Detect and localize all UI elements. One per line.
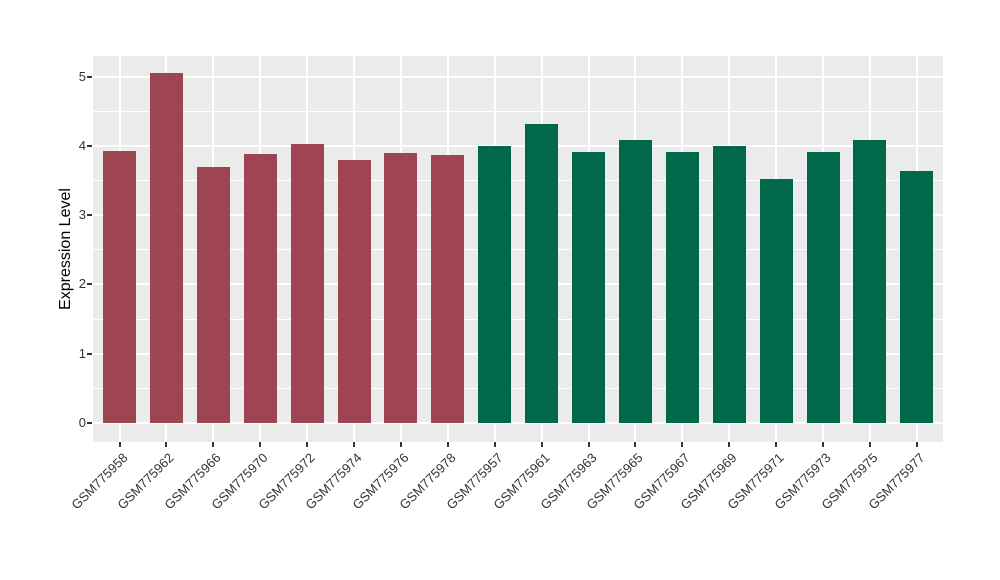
- x-tick-mark: [587, 442, 590, 447]
- x-tick-label: GSM775970: [208, 450, 271, 513]
- x-tick-mark: [259, 442, 262, 447]
- x-tick-mark: [728, 442, 731, 447]
- bar-GSM775972: [290, 143, 324, 423]
- bar-GSM775969: [712, 145, 746, 423]
- bar-GSM775961: [525, 124, 559, 423]
- x-tick-label: GSM775967: [630, 450, 693, 513]
- bar-GSM775966: [196, 166, 230, 423]
- y-tick-label: 3: [78, 207, 86, 223]
- y-tick-mark: [87, 352, 92, 355]
- bar-GSM775958: [103, 151, 136, 423]
- bar-GSM775975: [853, 140, 887, 423]
- x-tick-label: GSM775957: [443, 450, 506, 513]
- y-tick-mark: [87, 283, 92, 286]
- x-tick-mark: [212, 442, 215, 447]
- gridline-minor-h: [93, 110, 943, 112]
- gridline-minor-h: [93, 318, 943, 320]
- y-tick-mark: [87, 422, 92, 424]
- y-tick-label: 4: [78, 137, 86, 153]
- bar-GSM775963: [572, 152, 605, 423]
- x-tick-mark: [493, 442, 496, 447]
- bar-GSM775978: [431, 154, 465, 423]
- x-tick-mark: [540, 442, 543, 447]
- gridline-major-h: [93, 352, 943, 355]
- bar-GSM775973: [806, 152, 840, 423]
- x-tick-mark: [681, 442, 684, 447]
- gridline-major-h: [93, 214, 943, 217]
- x-tick-mark: [915, 442, 918, 447]
- x-tick-label: GSM775965: [583, 450, 646, 513]
- y-tick-mark: [87, 75, 92, 78]
- y-tick-mark: [87, 144, 92, 147]
- y-tick-label: 2: [78, 276, 86, 292]
- x-tick-mark: [399, 442, 402, 447]
- x-tick-mark: [165, 442, 168, 447]
- gridline-major-h: [93, 144, 943, 147]
- x-tick-label: GSM775973: [771, 450, 834, 513]
- y-tick-label: 0: [78, 415, 86, 430]
- gridline-major-h: [93, 283, 943, 286]
- x-tick-mark: [868, 442, 871, 447]
- gridline-minor-h: [93, 249, 943, 251]
- x-tick-mark: [822, 442, 824, 447]
- x-tick-mark: [118, 442, 121, 447]
- bar-GSM775976: [384, 152, 418, 423]
- x-tick-label: GSM775977: [865, 450, 928, 513]
- x-tick-label: GSM775961: [489, 450, 553, 513]
- bar-GSM775962: [149, 73, 183, 423]
- x-tick-label: GSM775958: [67, 450, 131, 513]
- bar-GSM775977: [900, 170, 934, 423]
- x-tick-label: GSM775969: [677, 450, 740, 513]
- gridline-minor-h: [93, 179, 943, 181]
- bar-GSM775974: [337, 160, 371, 423]
- y-tick-label: 5: [78, 68, 86, 84]
- x-tick-label: GSM775974: [302, 450, 365, 513]
- x-tick-mark: [446, 442, 449, 447]
- gridline-major-h: [93, 75, 943, 78]
- gridline-minor-h: [93, 387, 943, 389]
- x-tick-label: GSM775975: [818, 450, 881, 513]
- x-tick-label: GSM775971: [724, 450, 787, 513]
- x-tick-label: GSM775966: [161, 450, 224, 513]
- x-tick-mark: [775, 442, 778, 447]
- x-tick-label: GSM775978: [396, 450, 459, 513]
- x-tick-label: GSM775976: [349, 450, 412, 513]
- y-tick-label: 1: [78, 345, 86, 361]
- x-tick-mark: [353, 442, 355, 447]
- y-axis-title: Expression Level: [57, 188, 74, 310]
- x-tick-label: GSM775963: [536, 450, 600, 513]
- bar-GSM775970: [243, 154, 277, 423]
- bar-GSM775965: [618, 140, 652, 423]
- x-tick-mark: [306, 442, 309, 447]
- y-tick-mark: [87, 214, 92, 217]
- plot-panel: [93, 56, 943, 442]
- bar-GSM775967: [665, 152, 699, 423]
- gridline-major-h: [93, 422, 943, 424]
- bar-GSM775971: [759, 179, 793, 423]
- x-tick-mark: [634, 442, 637, 447]
- bar-GSM775957: [478, 146, 512, 423]
- x-tick-label: GSM775972: [255, 450, 318, 513]
- x-tick-label: GSM775962: [114, 450, 177, 513]
